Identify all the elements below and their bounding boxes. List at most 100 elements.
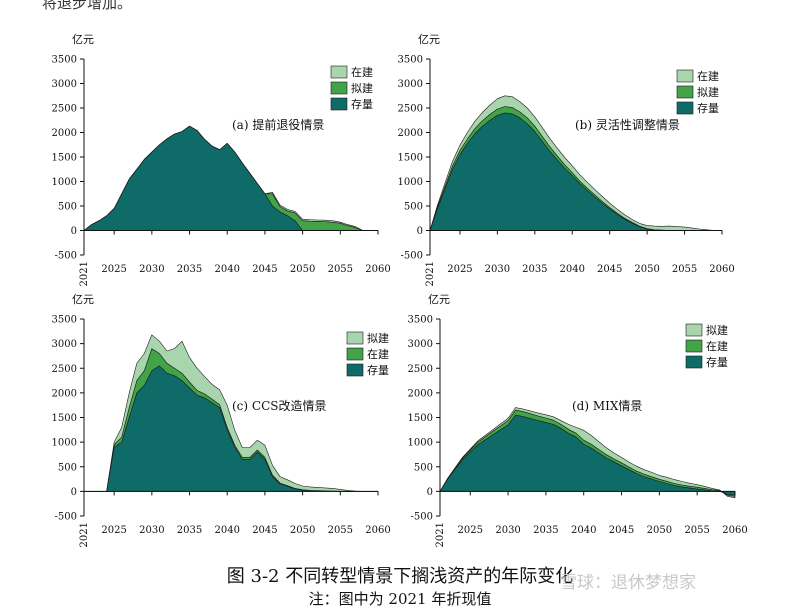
top-text-fragment: 将退步增加。	[42, 0, 133, 12]
figure-caption: 图 3-2 不同转型情景下搁浅资产的年际变化	[226, 566, 574, 587]
x-tick-label: 2050	[647, 525, 672, 536]
y-tick-label: -500	[55, 512, 77, 523]
y-tick-label: 2500	[408, 364, 433, 375]
x-tick-label: 2060	[709, 264, 734, 275]
y-tick-label: 1000	[398, 177, 423, 188]
x-tick-label: 2030	[485, 264, 510, 275]
area-series-3	[439, 407, 736, 499]
x-tick-label: 2045	[597, 264, 622, 275]
x-tick-label: 2021	[79, 261, 90, 286]
y-tick-label: 1500	[52, 153, 77, 164]
x-tick-label: 2025	[101, 525, 126, 536]
y-tick-label: 1500	[398, 153, 423, 164]
y-tick-label: 2000	[52, 128, 77, 139]
y-tick-label: 500	[58, 462, 77, 473]
x-tick-label: 2035	[522, 264, 547, 275]
y-tick-label: 1500	[408, 413, 433, 424]
y-unit-label: 亿元	[428, 293, 450, 306]
y-tick-label: -500	[55, 251, 77, 262]
y-tick-label: 500	[404, 202, 423, 213]
panel-title: (b) 灵活性调整情景	[575, 117, 680, 132]
x-tick-label: 2040	[215, 264, 240, 275]
figure-note: 注：图中为 2021 年折现值	[308, 590, 492, 608]
legend-label: 在建	[351, 65, 373, 79]
y-tick-label: 2500	[52, 104, 77, 115]
x-tick-label: 2025	[101, 264, 126, 275]
y-tick-label: 3500	[52, 55, 77, 66]
y-tick-label: 3000	[52, 79, 77, 90]
x-tick-label: 2035	[177, 525, 202, 536]
y-tick-label: 1500	[52, 413, 77, 424]
x-tick-label: 2021	[435, 522, 446, 547]
x-tick-label: 2050	[634, 264, 659, 275]
x-tick-label: 2030	[139, 264, 164, 275]
y-tick-label: 500	[58, 202, 77, 213]
legend-swatch	[685, 339, 703, 353]
area-series-1	[83, 125, 379, 231]
chart-panel-4: -500 0 500 1000 1500 2000 2500 3000 3500 2021 2025…	[408, 293, 748, 547]
legend-swatch	[676, 101, 694, 115]
legend-swatch	[676, 69, 694, 83]
y-tick-label: 3500	[398, 55, 423, 66]
y-unit-label: 亿元	[418, 33, 440, 46]
y-tick-label: 2500	[52, 364, 77, 375]
y-tick-label: 0	[427, 487, 433, 498]
legend-label: 存量	[697, 101, 719, 115]
x-tick-label: 2021	[425, 261, 436, 286]
chart-panel-2: -500 0 500 1000 1500 2000 2500 3000 3500 2021 2025…	[398, 33, 735, 286]
x-tick-label: 2030	[139, 525, 164, 536]
y-unit-label: 亿元	[72, 293, 94, 306]
x-tick-label: 2045	[609, 525, 634, 536]
x-tick-label: 2060	[722, 525, 747, 536]
x-tick-label: 2055	[684, 525, 709, 536]
y-tick-label: 3000	[408, 339, 433, 350]
y-tick-label: 500	[414, 462, 433, 473]
legend-label: 在建	[697, 69, 719, 83]
legend-label: 拟建	[706, 323, 728, 337]
y-tick-label: 0	[71, 226, 77, 237]
legend-label: 在建	[367, 347, 389, 361]
legend-swatch	[676, 85, 694, 99]
chart-panel-3: -500 0 500 1000 1500 2000 2500 3000 3500 2021 2025…	[52, 293, 391, 547]
legend-swatch	[330, 81, 348, 95]
legend-label: 在建	[706, 339, 728, 353]
y-tick-label: 1000	[52, 177, 77, 188]
y-tick-label: 1000	[408, 438, 433, 449]
y-unit-label: 亿元	[72, 33, 94, 46]
y-tick-label: 3500	[408, 315, 433, 326]
x-tick-label: 2040	[560, 264, 585, 275]
legend-label: 拟建	[351, 81, 373, 95]
y-tick-label: -500	[411, 512, 433, 523]
panel-title: (d) MIX情景	[572, 399, 642, 413]
x-tick-label: 2060	[365, 525, 390, 536]
x-tick-label: 2025	[458, 525, 483, 536]
x-tick-label: 2035	[533, 525, 558, 536]
y-tick-label: 1000	[52, 438, 77, 449]
panel-title: (a) 提前退役情景	[232, 117, 324, 132]
x-tick-label: 2040	[571, 525, 596, 536]
legend-swatch	[330, 65, 348, 79]
y-tick-label: 3000	[398, 79, 423, 90]
legend-label: 拟建	[367, 331, 389, 345]
legend-label: 存量	[351, 97, 373, 111]
y-tick-label: 0	[417, 226, 423, 237]
chart-panel-1: -500 0 500 1000 1500 2000 2500 3000 3500 2021 2025…	[52, 33, 391, 286]
y-tick-label: 2000	[408, 388, 433, 399]
y-tick-label: 3000	[52, 339, 77, 350]
x-tick-label: 2045	[252, 525, 277, 536]
legend-label: 拟建	[697, 85, 719, 99]
legend-swatch	[346, 347, 364, 361]
x-tick-label: 2050	[290, 264, 315, 275]
x-tick-label: 2035	[177, 264, 202, 275]
x-tick-label: 2060	[365, 264, 390, 275]
y-tick-label: -500	[401, 251, 423, 262]
legend-swatch	[330, 97, 348, 111]
y-tick-label: 0	[71, 487, 77, 498]
y-tick-label: 2000	[52, 388, 77, 399]
x-tick-label: 2021	[79, 522, 90, 547]
x-tick-label: 2045	[252, 264, 277, 275]
watermark: 雪球：退休梦想家	[560, 573, 696, 593]
legend-label: 存量	[706, 355, 728, 369]
x-tick-label: 2030	[495, 525, 520, 536]
x-tick-label: 2025	[447, 264, 472, 275]
